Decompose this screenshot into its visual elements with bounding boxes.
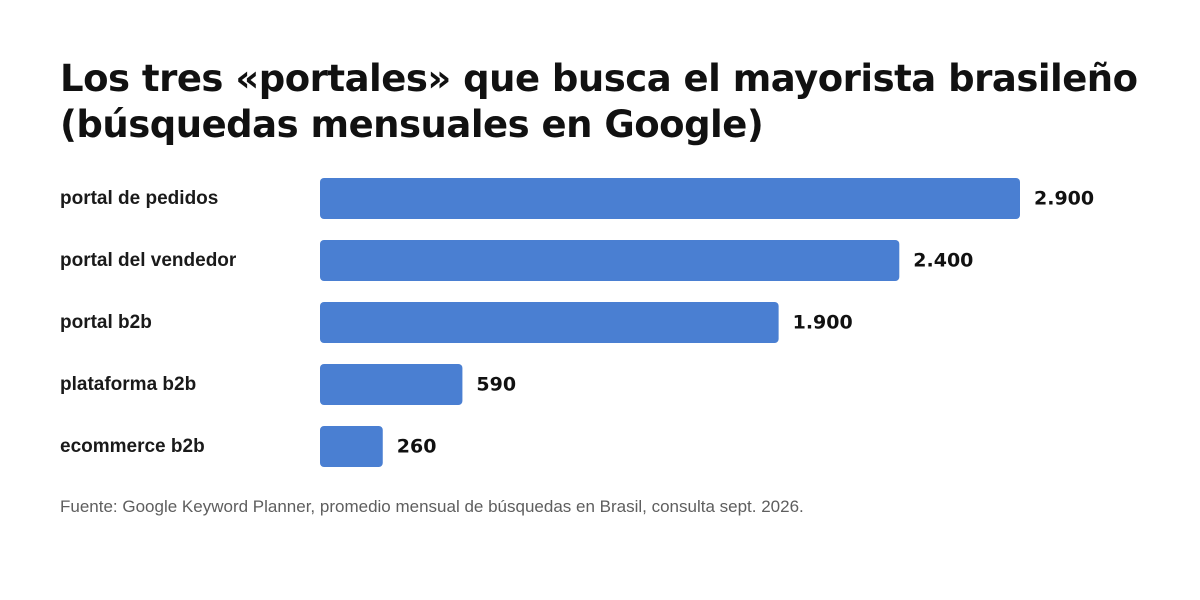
- bar: [320, 302, 779, 343]
- bar: [320, 364, 463, 405]
- chart-title-line-2: (búsquedas mensuales en Google): [60, 103, 764, 146]
- value-label: 590: [476, 374, 516, 396]
- value-label: 2.400: [913, 250, 973, 272]
- value-label: 260: [397, 436, 437, 458]
- category-label: ecommerce b2b: [60, 436, 205, 457]
- bar: [320, 178, 1020, 219]
- bar: [320, 240, 900, 281]
- value-label: 2.900: [1034, 188, 1094, 210]
- category-label: plataforma b2b: [60, 374, 196, 395]
- category-label: portal de pedidos: [60, 188, 218, 209]
- chart-title: Los tres «portales» que busca el mayoris…: [60, 56, 1160, 148]
- chart-title-line-1: Los tres «portales» que busca el mayoris…: [60, 57, 1138, 100]
- chart-source-note: Fuente: Google Keyword Planner, promedio…: [60, 497, 804, 516]
- category-label: portal del vendedor: [60, 250, 237, 271]
- category-label: portal b2b: [60, 312, 152, 333]
- value-label: 1.900: [793, 312, 853, 334]
- bar: [320, 426, 383, 467]
